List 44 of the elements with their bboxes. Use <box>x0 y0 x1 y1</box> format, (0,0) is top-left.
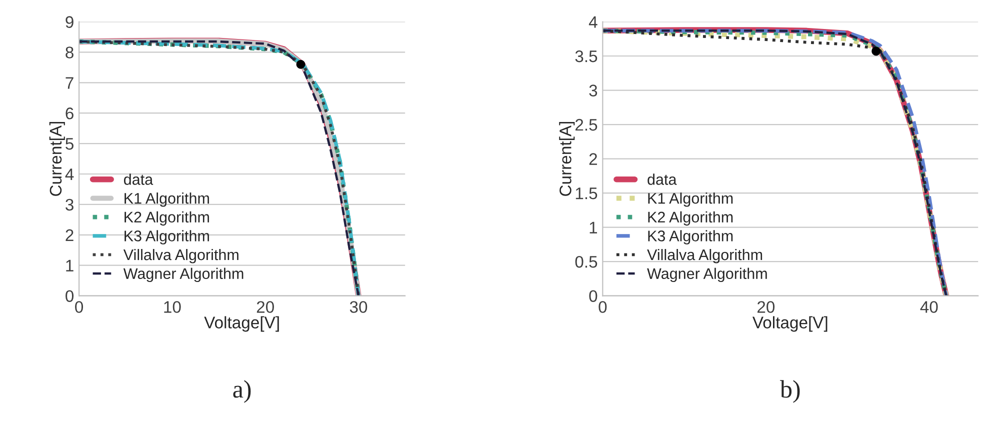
y-tick-label: 6 <box>66 108 74 120</box>
y-tick-label: 1 <box>66 260 74 272</box>
x-tick-label: 0 <box>75 301 84 313</box>
legend-label: Wagner Algorithm <box>123 268 244 282</box>
x-axis-title: Voltage[V] <box>752 316 828 332</box>
legend-label: K1 Algorithm <box>648 192 733 207</box>
y-tick-label: 0.5 <box>575 256 598 268</box>
x-tick-label: 20 <box>757 301 775 313</box>
legend-label: data <box>124 174 154 185</box>
y-tick-label: 4 <box>65 168 74 180</box>
legend-label: Wagner Algorithm <box>647 268 767 282</box>
legend-label: K3 Algorithm <box>124 230 209 244</box>
y-tick-label: 2 <box>589 153 597 165</box>
x-tick-label: 40 <box>920 301 938 313</box>
y-tick-label: 5 <box>66 138 74 150</box>
x-tick-label: 0 <box>598 301 607 313</box>
y-tick-label: 4 <box>588 16 598 28</box>
x-tick-label: 20 <box>256 301 274 313</box>
y-tick-label: 7 <box>66 77 74 89</box>
y-tick-label: 2.5 <box>575 118 598 131</box>
legend-label: K3 Algorithm <box>648 230 733 244</box>
y-tick-label: 0 <box>589 290 598 302</box>
y-tick-label: 8 <box>66 46 74 58</box>
x-tick-label: 30 <box>350 301 368 313</box>
y-tick-label: 1.5 <box>576 188 598 200</box>
y-tick-label: 9 <box>66 16 74 28</box>
x-axis-title: Voltage[V] <box>204 316 279 332</box>
text: b) <box>780 380 800 403</box>
y-axis-title: Current[A] <box>559 122 575 196</box>
legend-label: data <box>648 174 677 185</box>
y-tick-label: 3 <box>589 84 598 96</box>
y-tick-label: 0 <box>66 290 74 302</box>
legend-label: K1 Algorithm <box>124 192 209 207</box>
y-tick-label: 3.5 <box>575 50 598 62</box>
legend-label: K2 Algorithm <box>648 211 733 226</box>
x-tick-label: 10 <box>164 301 181 313</box>
legend-label: Villalva Algorithm <box>123 248 238 264</box>
text: a) <box>233 380 251 403</box>
legend-label: Villalva Algorithm <box>647 248 762 264</box>
y-tick-label: 2 <box>66 229 74 241</box>
y-tick-label: 1 <box>590 222 598 234</box>
y-axis-title: Current[A] <box>49 122 65 196</box>
legend-label: K2 Algorithm <box>124 211 209 226</box>
y-tick-label: 3 <box>66 198 74 211</box>
